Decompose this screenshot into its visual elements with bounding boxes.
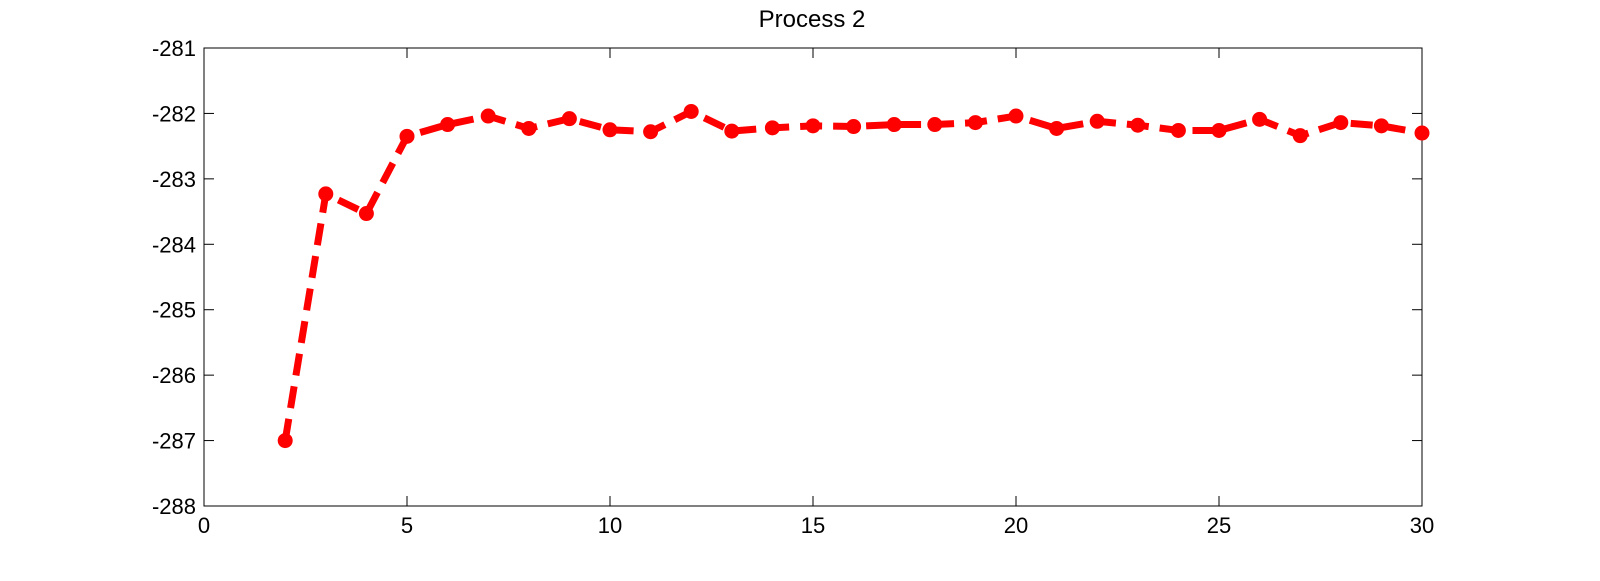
data-point-0-20 [1089, 113, 1105, 129]
y-tick-label-2: -283 [152, 167, 196, 192]
data-point-0-19 [1049, 120, 1065, 136]
x-tick-label-5: 25 [1207, 513, 1231, 538]
data-point-0-16 [927, 117, 943, 133]
data-point-0-17 [967, 115, 983, 131]
data-point-0-26 [1333, 115, 1349, 131]
data-point-0-4 [440, 117, 456, 133]
series-layer [277, 103, 1430, 449]
data-point-0-14 [846, 119, 862, 135]
data-point-0-10 [683, 103, 699, 119]
y-axis: -281 -282 -283 -284 -285 -286 -287 -288 [152, 36, 1422, 519]
data-point-0-24 [1252, 111, 1268, 127]
data-point-0-8 [602, 122, 618, 138]
data-point-0-2 [358, 206, 374, 222]
x-axis: 0 5 10 15 20 25 30 [198, 48, 1434, 538]
x-tick-label-0: 0 [198, 513, 210, 538]
y-tick-label-0: -281 [152, 36, 196, 61]
data-point-0-6 [521, 120, 537, 136]
x-tick-label-4: 20 [1004, 513, 1028, 538]
plot-area-frame [203, 47, 1423, 507]
data-point-0-18 [1008, 108, 1024, 124]
data-point-0-0 [277, 433, 293, 449]
x-tick-label-2: 10 [598, 513, 622, 538]
x-tick-label-1: 5 [401, 513, 413, 538]
y-tick-label-1: -282 [152, 101, 196, 126]
data-point-0-22 [1170, 122, 1186, 138]
data-point-0-3 [399, 128, 415, 144]
y-tick-label-7: -288 [152, 494, 196, 519]
y-tick-label-5: -286 [152, 363, 196, 388]
chart-title: Process 2 [759, 6, 866, 33]
data-point-0-12 [764, 120, 780, 136]
data-point-0-7 [561, 111, 577, 127]
data-point-0-23 [1211, 122, 1227, 138]
data-point-0-13 [805, 118, 821, 134]
data-point-0-27 [1373, 118, 1389, 134]
data-point-0-5 [480, 108, 496, 124]
data-point-0-1 [318, 186, 334, 202]
data-point-0-21 [1130, 117, 1146, 133]
y-tick-label-6: -287 [152, 429, 196, 454]
data-point-0-11 [724, 123, 740, 139]
x-tick-label-3: 15 [801, 513, 825, 538]
data-point-0-25 [1292, 128, 1308, 144]
data-point-0-15 [886, 117, 902, 133]
y-tick-label-3: -284 [152, 232, 196, 257]
data-point-0-28 [1414, 125, 1430, 141]
data-point-0-9 [643, 124, 659, 140]
y-tick-label-4: -285 [152, 298, 196, 323]
x-tick-label-6: 30 [1410, 513, 1434, 538]
